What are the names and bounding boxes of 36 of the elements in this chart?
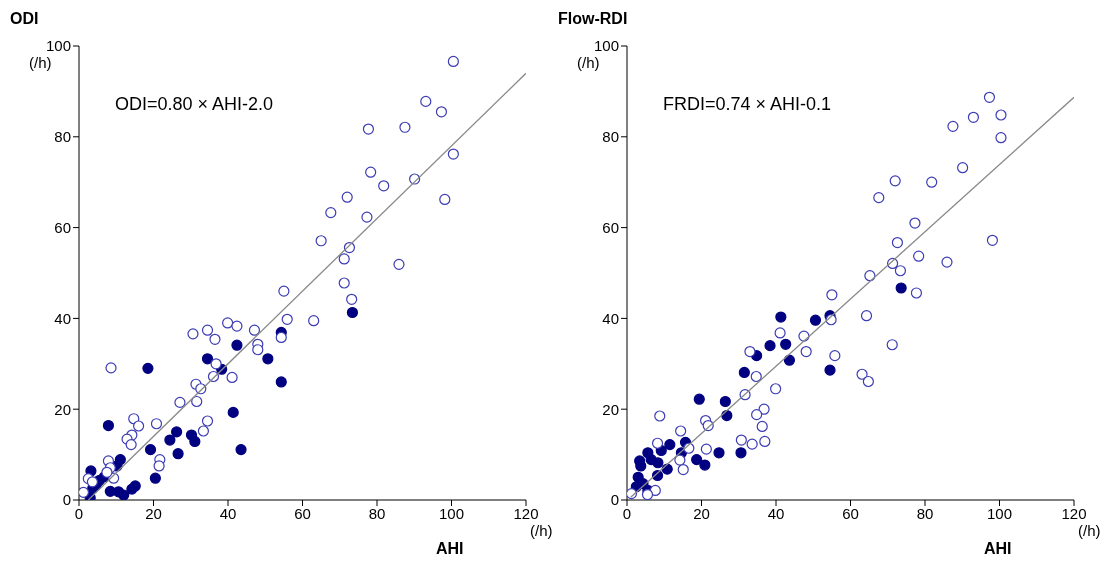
y-tick-label: 80: [54, 128, 71, 146]
x-tick-label: 80: [916, 504, 934, 522]
x-tick-label: 40: [219, 504, 237, 522]
y-tick-label: 60: [602, 218, 619, 236]
x-tick-label: 120: [1061, 504, 1087, 522]
y-tick-label: 0: [610, 491, 619, 509]
x-axis-title: AHI: [984, 540, 1012, 558]
y-tick-label: 80: [602, 128, 619, 146]
x-tick-label: 0: [74, 504, 84, 522]
y-tick-label: 40: [602, 309, 619, 327]
y-tick-label: 40: [54, 309, 71, 327]
y-tick-label: 60: [54, 218, 71, 236]
y-tick-label: 20: [602, 400, 619, 418]
x-tick-label: 100: [986, 504, 1013, 522]
text: (/h): [1078, 522, 1101, 539]
x-tick-label: 60: [842, 504, 859, 522]
x-tick-label: 100: [438, 504, 465, 522]
annotation: FRDI=0.74 × AHI-0.1: [663, 94, 832, 115]
text: (/h): [29, 54, 52, 71]
y-axis-title: ODI: [10, 10, 39, 28]
y-tick-label: 100: [45, 37, 71, 55]
y-tick-label: 100: [593, 37, 619, 55]
x-tick-label: 20: [693, 504, 710, 522]
x-tick-label: 80: [368, 504, 386, 522]
x-tick-label: 120: [513, 504, 539, 522]
text: (/h): [530, 522, 553, 539]
y-tick-label: 20: [54, 400, 71, 418]
text: (/h): [577, 54, 600, 71]
x-tick-label: 20: [145, 504, 162, 522]
annotation: ODI=0.80 × AHI-2.0: [115, 94, 274, 115]
y-tick-label: 0: [62, 491, 71, 509]
x-axis-title: AHI: [436, 540, 464, 558]
x-tick-label: 40: [767, 504, 785, 522]
x-tick-label: 0: [622, 504, 632, 522]
x-tick-label: 60: [294, 504, 311, 522]
y-axis-title: Flow-RDI: [558, 10, 628, 28]
